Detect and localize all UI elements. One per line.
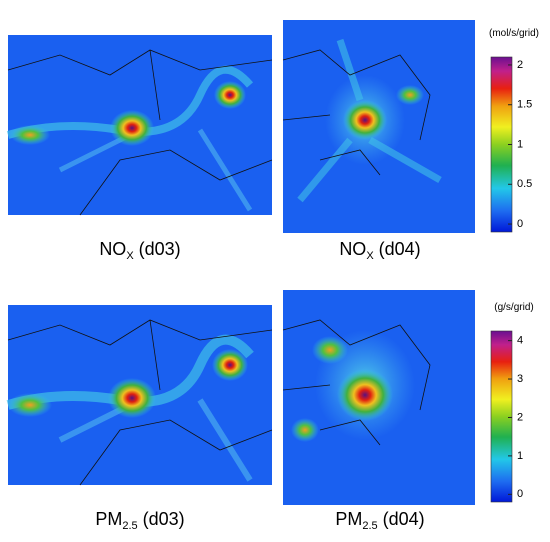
colorbar-tick-label: 1	[517, 138, 523, 150]
colorbar-tick-label: 2	[517, 411, 523, 423]
colorbar-tick-label: 0.5	[517, 178, 532, 190]
colorbar-tick-label: 1.5	[517, 99, 532, 111]
colorbar-tick-label: 0	[517, 218, 523, 230]
caption-main: PM	[335, 509, 362, 529]
panel-caption: NOX (d04)	[339, 239, 420, 262]
map	[6, 35, 273, 216]
caption-subscript: X	[126, 250, 134, 262]
caption-suffix: (d03)	[134, 239, 181, 259]
colorbar-unit: (mol/s/grid)	[489, 28, 539, 39]
colorbar-tick-label: 4	[517, 335, 523, 347]
colorbar-tick-label: 1	[517, 450, 523, 462]
caption-subscript: 2.5	[362, 520, 377, 532]
colorbar-unit: (g/s/grid)	[494, 302, 533, 313]
map	[282, 290, 475, 505]
panel-caption: NOX (d03)	[99, 239, 180, 262]
caption-suffix: (d04)	[374, 239, 421, 259]
caption-subscript: X	[366, 250, 374, 262]
map	[6, 305, 273, 486]
captions: NOX (d03) NOX (d04)PM2.5 (d03) PM2.5 (d04)	[95, 239, 424, 532]
caption-main: PM	[95, 509, 122, 529]
colorbar-tick-label: 3	[517, 373, 523, 385]
colorbar-tick-label: 0	[517, 488, 523, 500]
caption-main: NO	[99, 239, 126, 259]
colorbar-tick-label: 2	[517, 59, 523, 71]
panel-caption: PM2.5 (d03)	[95, 509, 184, 532]
caption-subscript: 2.5	[122, 520, 137, 532]
colorbars: (mol/s/grid) 0 0.5 1 1.5 2 (g/s/grid) 0 1 2 3 4	[489, 28, 539, 503]
map-panels	[6, 20, 475, 505]
caption-main: NO	[339, 239, 366, 259]
caption-suffix: (d03)	[138, 509, 185, 529]
panel-caption: PM2.5 (d04)	[335, 509, 424, 532]
map	[282, 20, 475, 233]
colorbar	[490, 330, 513, 503]
caption-suffix: (d04)	[378, 509, 425, 529]
